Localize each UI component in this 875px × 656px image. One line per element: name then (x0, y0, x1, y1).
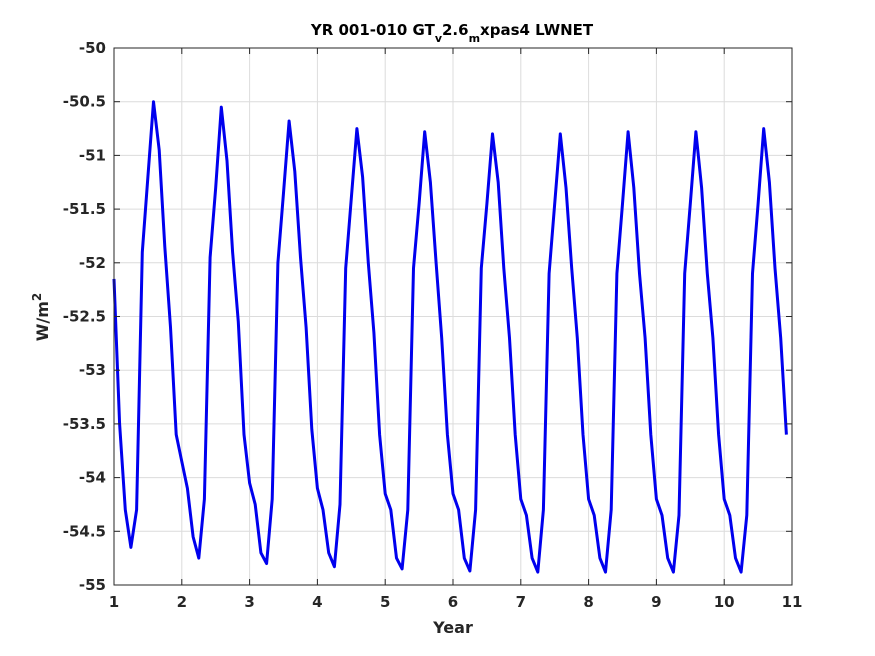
y-tick-label: -54 (79, 469, 106, 487)
chart-title-part-a: YR 001-010 GT (310, 21, 436, 39)
series-line (112, 100, 788, 574)
y-axis-label: W/m2 (30, 293, 52, 342)
x-axis-label: Year (432, 618, 473, 637)
x-tick-label: 11 (782, 593, 803, 611)
x-tick-label: 9 (651, 593, 661, 611)
x-tick-label: 10 (714, 593, 735, 611)
y-tick-label: -53.5 (63, 415, 106, 433)
x-tick-label: 4 (312, 593, 322, 611)
chart-title-sub-v: v (435, 32, 443, 45)
y-tick-label: -53 (79, 361, 106, 379)
y-tick-label: -52 (79, 254, 106, 272)
y-tick-label: -52.5 (63, 308, 106, 326)
x-tick-label: 3 (244, 593, 254, 611)
chart-title-part-e: xpas4 LWNET (480, 21, 594, 39)
x-tick-label: 7 (516, 593, 526, 611)
chart-title-sub-m: m (469, 32, 480, 45)
chart-title: YR 001-010 GTv2.6mxpas4 LWNET (310, 21, 594, 45)
x-tick-label: 1 (109, 593, 119, 611)
chart-title-part-c: 2.6 (442, 21, 469, 39)
y-tick-label: -54.5 (63, 522, 106, 540)
y-tick-label: -55 (79, 576, 106, 594)
y-tick-label: -51.5 (63, 200, 106, 218)
y-axis-label-base: W/m (33, 301, 52, 341)
x-tick-label: 8 (583, 593, 593, 611)
x-tick-label: 2 (177, 593, 187, 611)
x-tick-label: 6 (448, 593, 458, 611)
y-axis-label-sup: 2 (30, 293, 44, 301)
y-tick-label: -50 (79, 39, 106, 57)
y-tick-label: -51 (79, 146, 106, 164)
y-tick-label: -50.5 (63, 93, 106, 111)
x-tick-label: 5 (380, 593, 390, 611)
ticks: 1 2 3 4 5 6 7 8 9 10 11 -50 -50.5 -51 -51.5 -52 -52.5 -53… (63, 39, 803, 611)
